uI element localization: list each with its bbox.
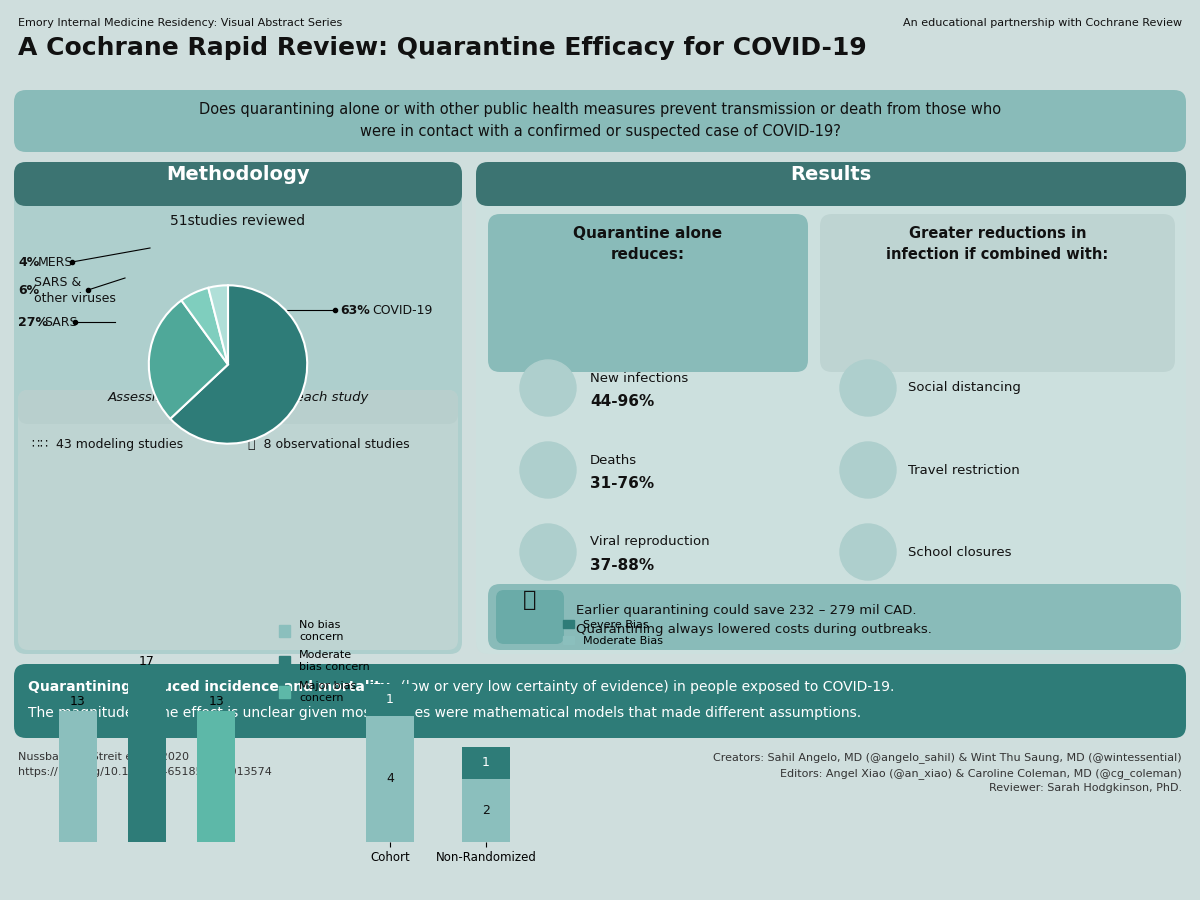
Text: Quarantining reduced incidence and mortality: Quarantining reduced incidence and morta… (28, 680, 390, 694)
Text: 44-96%: 44-96% (590, 394, 654, 410)
FancyBboxPatch shape (14, 162, 462, 654)
Text: Assessing the risk of bias of each study: Assessing the risk of bias of each study (107, 392, 368, 404)
Text: 2: 2 (482, 804, 490, 816)
Text: 4: 4 (386, 772, 394, 785)
Text: 51studies reviewed: 51studies reviewed (170, 214, 306, 228)
Circle shape (520, 360, 576, 416)
Text: Creators: Sahil Angelo, MD (@angelo_sahil) & Wint Thu Saung, MD (@wintessential): Creators: Sahil Angelo, MD (@angelo_sahi… (713, 752, 1182, 794)
FancyBboxPatch shape (496, 590, 564, 644)
Text: SARS: SARS (44, 316, 78, 328)
Wedge shape (170, 285, 307, 444)
Bar (59, 711, 97, 842)
Text: MERS: MERS (38, 256, 73, 268)
Text: (low or very low certainty of evidence) in people exposed to COVID-19.: (low or very low certainty of evidence) … (396, 680, 894, 694)
Wedge shape (149, 301, 228, 418)
Text: ∷∷  43 modeling studies: ∷∷ 43 modeling studies (32, 438, 184, 451)
Text: Travel restriction: Travel restriction (908, 464, 1020, 476)
Wedge shape (209, 285, 228, 364)
Text: 27%: 27% (18, 316, 48, 328)
Text: Greater reductions in
infection if combined with:: Greater reductions in infection if combi… (887, 226, 1109, 262)
Text: Methodology: Methodology (166, 165, 310, 184)
Circle shape (520, 524, 576, 580)
Text: A Cochrane Rapid Review: Quarantine Efficacy for COVID-19: A Cochrane Rapid Review: Quarantine Effi… (18, 36, 866, 60)
FancyBboxPatch shape (488, 214, 808, 372)
Text: Earlier quarantining could save 232 – 279 mil CAD.
Quarantining always lowered c: Earlier quarantining could save 232 – 27… (576, 604, 932, 636)
Text: The magnitude of the effect is unclear given most studies were mathematical mode: The magnitude of the effect is unclear g… (28, 706, 862, 720)
Text: Social distancing: Social distancing (908, 382, 1021, 394)
Text: 6%: 6% (18, 284, 40, 296)
Bar (197, 711, 235, 842)
Text: 17: 17 (139, 655, 155, 668)
FancyBboxPatch shape (476, 162, 1186, 654)
Text: Emory Internal Medicine Residency: Visual Abstract Series: Emory Internal Medicine Residency: Visua… (18, 18, 342, 28)
Circle shape (840, 524, 896, 580)
Text: Nussbaumer-Streit et al., 2020
https:// doi.org/10.1002/14651858.CD013574: Nussbaumer-Streit et al., 2020 https:// … (18, 752, 272, 777)
Text: 13: 13 (209, 695, 224, 708)
Bar (366, 684, 414, 716)
FancyBboxPatch shape (820, 214, 1175, 372)
FancyBboxPatch shape (18, 390, 458, 424)
Text: 37-88%: 37-88% (590, 559, 654, 573)
FancyBboxPatch shape (18, 390, 458, 650)
Legend: Severe Bias, Moderate Bias: Severe Bias, Moderate Bias (559, 616, 667, 650)
Bar (462, 778, 510, 842)
Text: 31-76%: 31-76% (590, 476, 654, 491)
Circle shape (840, 360, 896, 416)
Text: 📻: 📻 (523, 590, 536, 610)
Legend: No bias
concern, Moderate
bias concern, Major bias
concern: No bias concern, Moderate bias concern, … (275, 616, 374, 707)
FancyBboxPatch shape (14, 90, 1186, 152)
Text: 13: 13 (70, 695, 85, 708)
Text: Results: Results (791, 165, 871, 184)
Text: ⌕  8 observational studies: ⌕ 8 observational studies (248, 438, 409, 451)
FancyBboxPatch shape (14, 664, 1186, 738)
Text: New infections: New infections (590, 372, 689, 384)
Wedge shape (181, 288, 228, 364)
FancyBboxPatch shape (14, 162, 462, 206)
Text: An educational partnership with Cochrane Review: An educational partnership with Cochrane… (902, 18, 1182, 28)
Circle shape (840, 442, 896, 498)
Text: COVID-19: COVID-19 (372, 303, 432, 317)
Text: School closures: School closures (908, 545, 1012, 559)
Text: 4%: 4% (18, 256, 40, 268)
Text: SARS &
other viruses: SARS & other viruses (34, 275, 116, 304)
Circle shape (520, 442, 576, 498)
Text: Deaths: Deaths (590, 454, 637, 466)
FancyBboxPatch shape (488, 584, 1181, 650)
Text: 1: 1 (386, 693, 394, 706)
Text: Does quarantining alone or with other public health measures prevent transmissio: Does quarantining alone or with other pu… (199, 102, 1001, 140)
Text: Viral reproduction: Viral reproduction (590, 536, 709, 548)
Text: 63%: 63% (340, 303, 370, 317)
Text: 1: 1 (482, 756, 490, 770)
Text: Quarantine alone
reduces:: Quarantine alone reduces: (574, 226, 722, 262)
Bar (366, 716, 414, 842)
FancyBboxPatch shape (476, 162, 1186, 206)
Bar (128, 671, 166, 842)
Bar (462, 747, 510, 778)
